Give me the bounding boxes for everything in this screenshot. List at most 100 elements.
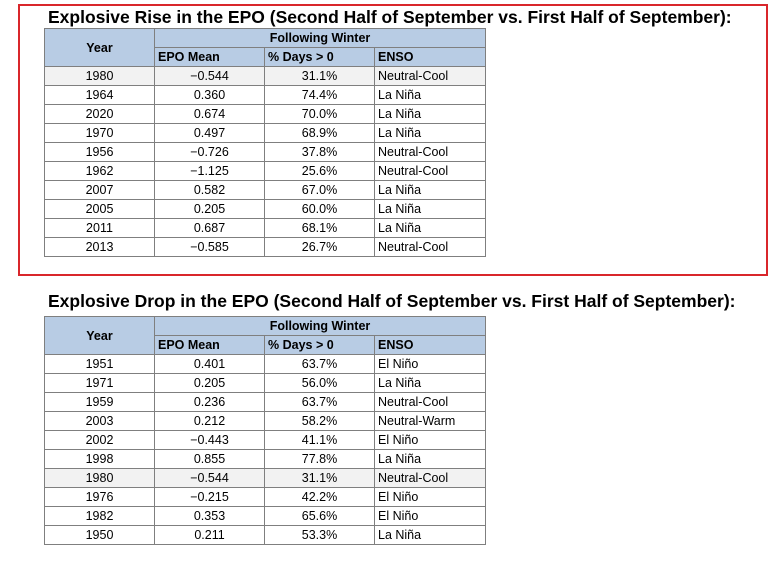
epo-mean-cell: 0.401 bbox=[154, 354, 265, 374]
enso-cell: La Niña bbox=[374, 123, 486, 143]
pct-days-cell: 41.1% bbox=[264, 430, 375, 450]
table-row: 2011 0.687 68.1% La Niña bbox=[44, 218, 486, 238]
epo-mean-cell: 0.582 bbox=[154, 180, 265, 200]
pct-days-cell: 63.7% bbox=[264, 354, 375, 374]
table-row: 1980 −0.544 31.1% Neutral-Cool bbox=[44, 468, 486, 488]
year-cell: 1998 bbox=[44, 449, 155, 469]
pct-days-cell: 56.0% bbox=[264, 373, 375, 393]
drop-table-body: 1951 0.401 63.7% El Niño 1971 0.205 56.0% La Ni… bbox=[44, 354, 486, 545]
epo-mean-cell: 0.212 bbox=[154, 411, 265, 431]
enso-column-header: ENSO bbox=[374, 335, 486, 355]
table-row: 1950 0.211 53.3% La Niña bbox=[44, 525, 486, 545]
year-cell: 2003 bbox=[44, 411, 155, 431]
year-cell: 1980 bbox=[44, 66, 155, 86]
pct-days-cell: 31.1% bbox=[264, 468, 375, 488]
pct-days-cell: 60.0% bbox=[264, 199, 375, 219]
drop-table: Year Following Winter EPO Mean % Days > … bbox=[44, 316, 486, 545]
drop-title: Explosive Drop in the EPO (Second Half o… bbox=[48, 291, 736, 311]
rise-table-body: 1980 −0.544 31.1% Neutral-Cool 1964 0.360 74.4… bbox=[44, 66, 486, 257]
table-row: 1956 −0.726 37.8% Neutral-Cool bbox=[44, 142, 486, 162]
pct-days-cell: 37.8% bbox=[264, 142, 375, 162]
enso-cell: La Niña bbox=[374, 218, 486, 238]
enso-cell: Neutral-Cool bbox=[374, 237, 486, 257]
pct-days-cell: 42.2% bbox=[264, 487, 375, 507]
table-row: 1982 0.353 65.6% El Niño bbox=[44, 506, 486, 526]
year-cell: 2020 bbox=[44, 104, 155, 124]
epo-mean-cell: −0.726 bbox=[154, 142, 265, 162]
rise-section: Explosive Rise in the EPO (Second Half o… bbox=[18, 4, 768, 276]
epo-mean-cell: −0.544 bbox=[154, 468, 265, 488]
pct-days-cell: 74.4% bbox=[264, 85, 375, 105]
year-cell: 2007 bbox=[44, 180, 155, 200]
year-cell: 1971 bbox=[44, 373, 155, 393]
enso-cell: Neutral-Cool bbox=[374, 161, 486, 181]
table-row: 2020 0.674 70.0% La Niña bbox=[44, 104, 486, 124]
enso-cell: El Niño bbox=[374, 487, 486, 507]
year-cell: 1970 bbox=[44, 123, 155, 143]
enso-cell: Neutral-Cool bbox=[374, 468, 486, 488]
epo-mean-cell: 0.205 bbox=[154, 373, 265, 393]
enso-cell: Neutral-Cool bbox=[374, 142, 486, 162]
table-row: 1959 0.236 63.7% Neutral-Cool bbox=[44, 392, 486, 412]
epo-mean-cell: 0.855 bbox=[154, 449, 265, 469]
year-cell: 2002 bbox=[44, 430, 155, 450]
enso-cell: La Niña bbox=[374, 525, 486, 545]
enso-cell: El Niño bbox=[374, 354, 486, 374]
table-row: 2013 −0.585 26.7% Neutral-Cool bbox=[44, 237, 486, 257]
epo-mean-cell: −0.443 bbox=[154, 430, 265, 450]
epo-mean-cell: 0.353 bbox=[154, 506, 265, 526]
epo-mean-cell: −0.215 bbox=[154, 487, 265, 507]
enso-cell: Neutral-Warm bbox=[374, 411, 486, 431]
enso-cell: El Niño bbox=[374, 430, 486, 450]
pct-days-cell: 70.0% bbox=[264, 104, 375, 124]
table-row: 1970 0.497 68.9% La Niña bbox=[44, 123, 486, 143]
epo-mean-cell: 0.360 bbox=[154, 85, 265, 105]
pct-days-cell: 53.3% bbox=[264, 525, 375, 545]
pct-days-cell: 68.1% bbox=[264, 218, 375, 238]
pct-days-cell: 31.1% bbox=[264, 66, 375, 86]
table-row: 1998 0.855 77.8% La Niña bbox=[44, 449, 486, 469]
year-column-header: Year bbox=[44, 316, 155, 355]
enso-cell: La Niña bbox=[374, 373, 486, 393]
epo-mean-cell: 0.205 bbox=[154, 199, 265, 219]
year-cell: 2013 bbox=[44, 237, 155, 257]
pct-days-cell: 77.8% bbox=[264, 449, 375, 469]
table-row: 2007 0.582 67.0% La Niña bbox=[44, 180, 486, 200]
epo-mean-cell: 0.687 bbox=[154, 218, 265, 238]
following-winter-header: Following Winter bbox=[154, 28, 486, 48]
pct-days-column-header: % Days > 0 bbox=[264, 47, 375, 67]
table-row: 1951 0.401 63.7% El Niño bbox=[44, 354, 486, 374]
table-row: 2003 0.212 58.2% Neutral-Warm bbox=[44, 411, 486, 431]
drop-section: Explosive Drop in the EPO (Second Half o… bbox=[0, 286, 779, 567]
enso-cell: La Niña bbox=[374, 180, 486, 200]
pct-days-cell: 26.7% bbox=[264, 237, 375, 257]
enso-column-header: ENSO bbox=[374, 47, 486, 67]
pct-days-cell: 25.6% bbox=[264, 161, 375, 181]
epo-mean-cell: 0.236 bbox=[154, 392, 265, 412]
epo-mean-cell: −0.585 bbox=[154, 237, 265, 257]
enso-cell: La Niña bbox=[374, 104, 486, 124]
following-winter-header: Following Winter bbox=[154, 316, 486, 336]
enso-cell: La Niña bbox=[374, 85, 486, 105]
pct-days-cell: 67.0% bbox=[264, 180, 375, 200]
year-cell: 2005 bbox=[44, 199, 155, 219]
enso-cell: Neutral-Cool bbox=[374, 66, 486, 86]
enso-cell: La Niña bbox=[374, 449, 486, 469]
year-cell: 1982 bbox=[44, 506, 155, 526]
pct-days-column-header: % Days > 0 bbox=[264, 335, 375, 355]
year-cell: 1980 bbox=[44, 468, 155, 488]
pct-days-cell: 68.9% bbox=[264, 123, 375, 143]
year-cell: 1962 bbox=[44, 161, 155, 181]
pct-days-cell: 63.7% bbox=[264, 392, 375, 412]
table-row: 1980 −0.544 31.1% Neutral-Cool bbox=[44, 66, 486, 86]
year-cell: 1959 bbox=[44, 392, 155, 412]
epo-mean-cell: 0.674 bbox=[154, 104, 265, 124]
enso-cell: El Niño bbox=[374, 506, 486, 526]
table-row: 1964 0.360 74.4% La Niña bbox=[44, 85, 486, 105]
epo-mean-cell: 0.211 bbox=[154, 525, 265, 545]
year-cell: 1956 bbox=[44, 142, 155, 162]
epo-mean-cell: −0.544 bbox=[154, 66, 265, 86]
table-row: 2002 −0.443 41.1% El Niño bbox=[44, 430, 486, 450]
year-cell: 1951 bbox=[44, 354, 155, 374]
year-cell: 1976 bbox=[44, 487, 155, 507]
